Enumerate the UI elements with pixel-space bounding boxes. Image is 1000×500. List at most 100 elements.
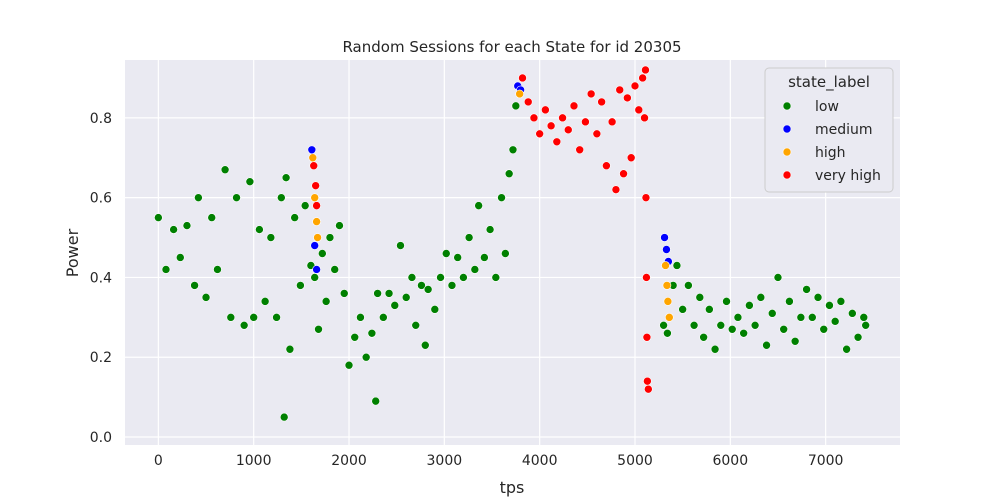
y-tick-label: 0.8 [90, 111, 112, 127]
data-point [272, 313, 281, 322]
x-tick-label: 2000 [331, 453, 367, 469]
data-point [790, 336, 800, 346]
x-tick-label: 3000 [427, 453, 463, 469]
data-point [853, 332, 863, 342]
data-point [290, 213, 299, 222]
data-point [767, 309, 777, 318]
data-point [552, 137, 562, 147]
data-point [825, 301, 834, 310]
data-point [277, 193, 286, 202]
data-point [310, 193, 319, 202]
legend-marker-very-high [782, 170, 792, 180]
data-point [662, 245, 671, 254]
data-point [330, 265, 340, 274]
data-point [310, 273, 319, 282]
chart-title: Random Sessions for each State for id 20… [342, 38, 681, 56]
data-point [663, 297, 673, 306]
data-point [249, 313, 258, 322]
data-point [436, 273, 445, 282]
data-point [459, 273, 468, 282]
data-point [569, 101, 579, 111]
data-point [716, 321, 726, 330]
data-point [511, 101, 521, 111]
data-point [401, 293, 411, 302]
data-point [411, 321, 421, 330]
data-point [626, 153, 636, 163]
legend-label-high: high [815, 145, 846, 161]
data-point [310, 241, 319, 250]
data-point [722, 297, 731, 306]
data-point [836, 297, 846, 306]
data-point [373, 289, 382, 298]
y-axis-ticks: 0.0 0.2 0.4 0.6 0.8 [90, 111, 112, 446]
data-point [447, 281, 457, 290]
data-point [672, 261, 682, 270]
data-point [779, 325, 789, 334]
data-point [739, 328, 748, 338]
data-point [175, 253, 185, 262]
data-point [678, 305, 687, 314]
data-point [745, 301, 754, 310]
data-point [314, 325, 323, 334]
data-point [423, 285, 433, 294]
x-tick-label: 7000 [808, 453, 844, 469]
data-point [474, 201, 483, 210]
data-point [194, 193, 203, 202]
data-point [861, 321, 870, 330]
data-point [232, 193, 241, 202]
data-point [504, 169, 514, 179]
data-point [597, 97, 606, 107]
y-tick-label: 0.6 [90, 191, 112, 207]
legend-marker-low [782, 101, 792, 111]
data-point [407, 273, 417, 282]
data-point [309, 161, 319, 171]
data-point [808, 313, 817, 322]
data-point [796, 313, 806, 322]
data-point [207, 213, 217, 222]
data-point [529, 113, 539, 123]
x-tick-label: 1000 [236, 453, 272, 469]
legend-label-medium: medium [815, 122, 873, 138]
legend-label-very-high: very high [815, 168, 881, 184]
data-point [281, 173, 291, 182]
data-point [279, 412, 289, 422]
data-point [497, 193, 506, 202]
data-point [695, 293, 705, 302]
data-point [733, 313, 743, 322]
data-point [169, 225, 178, 234]
data-point [756, 293, 766, 302]
data-point [558, 113, 567, 123]
data-point [619, 169, 628, 179]
y-axis-label: Power [63, 228, 82, 277]
x-axis-label: tps [500, 478, 525, 497]
data-point [641, 65, 650, 75]
data-point [154, 213, 163, 222]
data-point [535, 129, 544, 139]
data-point [813, 293, 823, 302]
data-point [689, 321, 699, 330]
data-point [643, 376, 652, 386]
data-point [453, 253, 462, 262]
data-point [623, 93, 632, 103]
legend-marker-medium [782, 124, 792, 134]
data-point [518, 73, 527, 83]
x-tick-label: 5000 [617, 453, 653, 469]
data-point [390, 301, 400, 310]
data-point [350, 332, 360, 342]
legend-box [764, 67, 894, 193]
data-point [300, 201, 310, 210]
data-point [699, 332, 708, 342]
data-point [615, 85, 625, 95]
legend: state_label low medium high very high [764, 67, 894, 193]
data-point [523, 97, 533, 107]
data-point [239, 321, 249, 330]
data-point [335, 221, 344, 230]
data-point [848, 309, 857, 318]
series-high [308, 89, 674, 322]
data-point [190, 281, 199, 290]
data-point [663, 328, 672, 338]
data-point [665, 313, 674, 322]
data-point [296, 281, 305, 290]
data-point [417, 281, 426, 290]
data-point [501, 249, 510, 258]
